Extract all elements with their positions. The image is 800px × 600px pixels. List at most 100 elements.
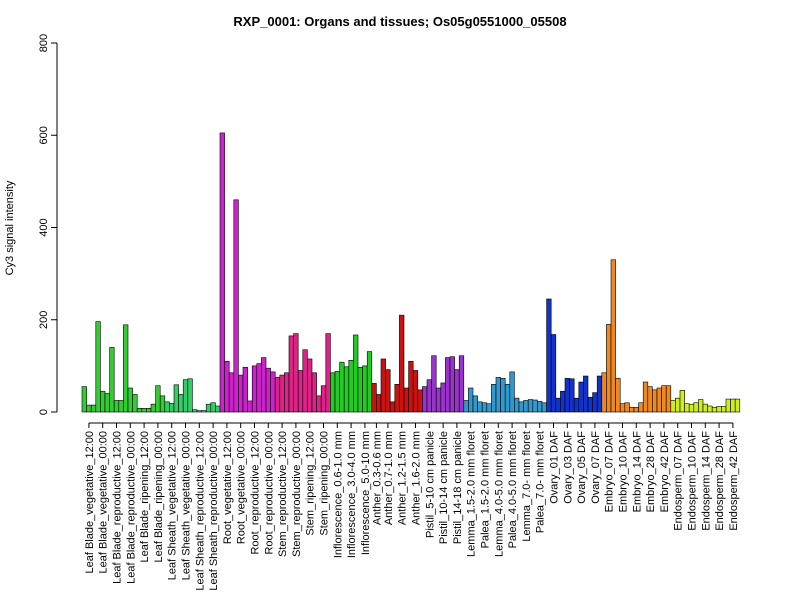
- bar: [679, 390, 685, 413]
- bar: [665, 385, 672, 413]
- bar: [468, 387, 474, 413]
- bar: [325, 333, 331, 413]
- bar: [422, 386, 428, 413]
- bar: [376, 394, 382, 413]
- y-axis: 0 200 400 600 800: [38, 34, 58, 415]
- bar: [164, 401, 170, 413]
- bar: [587, 396, 593, 413]
- y-tick-label: 600: [38, 126, 50, 144]
- x-tick-label: Leaf Blade_vegetative_12:00: [84, 431, 96, 574]
- bar: [412, 370, 419, 413]
- bar: [311, 372, 317, 413]
- x-tick-label: Lemma_4.0-5.0 mm floret: [493, 431, 505, 557]
- x-tick-label: Palea_7.0- mm floret: [535, 431, 547, 533]
- bar: [702, 403, 708, 413]
- y-tick-label: 0: [38, 409, 50, 415]
- x-tick-label: Leaf Blade_ripening_00:00: [153, 431, 165, 563]
- x-tick-label: Inflorescence_5.0-10 mm: [360, 431, 372, 555]
- bar: [159, 395, 166, 413]
- bar: [136, 408, 143, 413]
- bar: [270, 371, 276, 413]
- bar: [339, 361, 345, 413]
- x-tick-label: Pistil_10-14 cm panicle: [438, 431, 450, 544]
- x-tick-label: Inflorescence_3.0-4.0 mm: [346, 431, 358, 558]
- bar: [233, 199, 239, 413]
- bar: [307, 358, 313, 413]
- bar: [592, 392, 598, 413]
- x-tick-label: Endosperm_10 DAF: [687, 431, 699, 531]
- x-tick-label: Endosperm_14 DAF: [700, 431, 712, 531]
- bar: [578, 381, 584, 413]
- bar: [293, 333, 299, 413]
- bar: [573, 397, 580, 413]
- bar: [182, 379, 189, 413]
- x-tick-label: Leaf Blade_ripening_12:00: [139, 431, 151, 563]
- bar: [265, 367, 271, 413]
- bar: [288, 335, 294, 413]
- bar: [500, 378, 506, 413]
- bar: [173, 384, 179, 413]
- bar: [334, 371, 340, 413]
- x-tick-label: Endosperm_07 DAF: [673, 431, 685, 531]
- bar: [284, 372, 290, 413]
- bar: [132, 394, 138, 413]
- bar: [238, 374, 244, 413]
- bar: [330, 372, 336, 413]
- x-tick-label: Pistil_5-10 cm panicle: [424, 431, 436, 538]
- bar: [638, 402, 644, 413]
- bar: [256, 363, 262, 413]
- bar: [504, 384, 511, 413]
- x-tick-label: Leaf Sheath_vegetative_12:00: [167, 431, 179, 580]
- x-tick-label: Pistil_14-18 cm panicle: [452, 431, 464, 544]
- bar: [546, 298, 552, 413]
- bar: [403, 387, 409, 413]
- bar: [357, 366, 363, 413]
- y-tick-label: 200: [38, 311, 50, 329]
- bar: [95, 321, 101, 413]
- x-tick-label: Embryo_10 DAF: [618, 431, 630, 513]
- bar: [647, 386, 653, 413]
- x-tick-label: Stem_reproductive_00:00: [291, 431, 303, 557]
- bar: [486, 403, 492, 413]
- bar: [725, 398, 731, 413]
- bar: [399, 314, 405, 413]
- x-tick-label: Root_reproductive_12:00: [250, 431, 262, 555]
- bar: [104, 393, 110, 413]
- bar: [537, 401, 543, 413]
- bar: [619, 403, 626, 413]
- y-tick-label: 800: [38, 34, 50, 52]
- bar: [688, 403, 695, 413]
- bar: [523, 400, 529, 413]
- bar: [146, 408, 152, 413]
- bar: [734, 398, 741, 413]
- bars: [81, 132, 741, 413]
- bar: [661, 385, 667, 413]
- bar: [615, 378, 621, 413]
- bar: [408, 360, 414, 413]
- bar: [458, 355, 465, 413]
- bar: [454, 369, 460, 413]
- bar: [113, 400, 120, 413]
- x-tick-label: Endosperm_42 DAF: [728, 431, 740, 531]
- x-tick-label: Lemma_7.0- mm floret: [521, 431, 533, 542]
- x-tick-label: Leaf Sheath_reproductive_00:00: [208, 431, 220, 591]
- x-tick-label: Leaf Blade_vegetative_00:00: [98, 431, 110, 574]
- bar: [86, 404, 92, 413]
- bar: [693, 402, 699, 413]
- bar: [178, 394, 184, 413]
- bar: [569, 378, 575, 413]
- bar: [670, 400, 676, 413]
- x-tick-label: Leaf Blade_reproductive_12:00: [112, 431, 124, 584]
- bar: [90, 404, 97, 413]
- x-tick-label: Ovary_05 DAF: [576, 431, 588, 504]
- bar: [118, 400, 124, 413]
- bar: [123, 324, 129, 413]
- bar: [362, 365, 368, 413]
- bar: [633, 407, 639, 413]
- bar: [224, 360, 230, 413]
- x-tick-label: Anther_0.7-1.0 mm: [383, 431, 395, 525]
- x-tick-label: Embryo_07 DAF: [604, 431, 616, 513]
- x-tick-label: Ovary_01 DAF: [549, 431, 561, 504]
- x-tick-label: Stem_reproductive_12:00: [277, 431, 289, 557]
- bar: [169, 402, 175, 413]
